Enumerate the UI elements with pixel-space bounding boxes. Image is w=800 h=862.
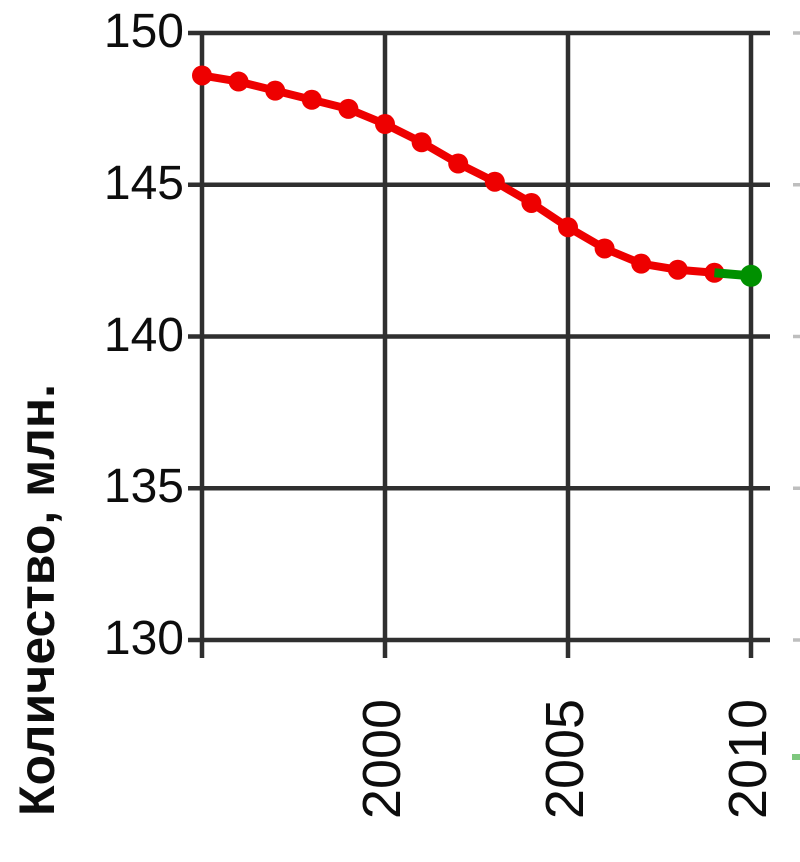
x-tick-label-2010: 2010 [718, 698, 778, 820]
y-tick-label-130: 130 [103, 612, 184, 666]
x-tick-label-2000: 2000 [352, 698, 412, 820]
y-tick-label-150: 150 [103, 5, 184, 59]
y-axis-title: Количество, млн. [9, 383, 65, 817]
y-tick-label-145: 145 [103, 156, 184, 210]
y-tick-label-140: 140 [103, 308, 184, 362]
x-tick-label-2005: 2005 [535, 698, 595, 820]
y-tick-label-135: 135 [103, 460, 184, 514]
